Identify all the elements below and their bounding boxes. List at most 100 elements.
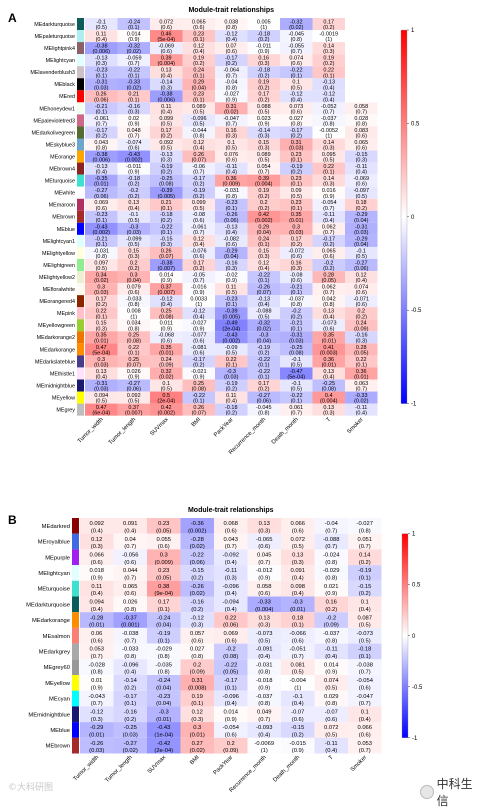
heatmap-cell bbox=[180, 643, 214, 660]
cell-correlation-label: -0.016 bbox=[191, 285, 207, 291]
module-color-swatch bbox=[72, 612, 79, 628]
heatmap-cell bbox=[345, 271, 378, 284]
heatmap-cell bbox=[247, 367, 280, 380]
heatmap-cell bbox=[147, 643, 181, 660]
cell-pvalue-label: (0.007) bbox=[125, 411, 143, 417]
module-label: MEdarkolivegreen bbox=[32, 130, 75, 136]
cell-pvalue-label: (0.08) bbox=[223, 654, 238, 660]
cell-correlation-label: 0.25 bbox=[161, 309, 172, 315]
module-color-swatch bbox=[77, 30, 84, 43]
heatmap-cell bbox=[147, 612, 181, 628]
cell-correlation-label: 0.37 bbox=[161, 285, 172, 291]
heatmap-cell bbox=[80, 659, 114, 675]
cell-pvalue-label: (0.4) bbox=[161, 302, 172, 308]
module-color-swatch bbox=[72, 627, 79, 644]
heatmap-cell bbox=[281, 643, 315, 660]
heatmap-cell bbox=[150, 319, 183, 332]
cell-correlation-label: -0.055 bbox=[288, 44, 304, 50]
heatmap-cell bbox=[215, 379, 248, 392]
module-label: MEdarkturquoise bbox=[26, 602, 70, 608]
heatmap-cell bbox=[247, 78, 280, 91]
trait-axis-label: Smoker bbox=[350, 755, 368, 773]
heatmap-cell bbox=[150, 271, 183, 284]
cell-correlation-label: 0.027 bbox=[289, 116, 303, 122]
cell-correlation-label: -0.004 bbox=[290, 678, 307, 684]
cell-pvalue-label: (0.003) bbox=[320, 350, 338, 356]
cell-pvalue-label: (0.04) bbox=[156, 685, 171, 691]
cell-correlation-label: -0.17 bbox=[224, 678, 237, 684]
module-label: MEyellow bbox=[52, 395, 75, 401]
cell-correlation-label: 0.23 bbox=[291, 152, 302, 158]
cell-pvalue-label: (0.6) bbox=[291, 278, 302, 284]
cell-pvalue-label: (0.3) bbox=[323, 411, 334, 417]
cell-correlation-label: -0.11 bbox=[355, 405, 367, 411]
module-label: MEdarkorange bbox=[40, 347, 75, 353]
cell-correlation-label: 0.28 bbox=[323, 272, 334, 278]
heatmap-cell bbox=[150, 343, 183, 356]
cell-pvalue-label: (0.8) bbox=[128, 326, 139, 332]
cell-correlation-label: -0.16 bbox=[225, 260, 238, 266]
heatmap-cell bbox=[117, 391, 150, 404]
heatmap-cell bbox=[215, 343, 248, 356]
cell-correlation-label: -0.15 bbox=[291, 725, 304, 731]
heatmap-cell bbox=[147, 518, 181, 534]
cell-pvalue-label: (2e-04) bbox=[157, 399, 175, 405]
cell-pvalue-label: (0.5) bbox=[96, 25, 107, 31]
cell-pvalue-label: (0.1) bbox=[161, 206, 172, 212]
cell-pvalue-label: (0.4) bbox=[356, 170, 367, 176]
cell-correlation-label: -0.22 bbox=[224, 662, 237, 668]
heatmap-cell bbox=[314, 533, 348, 550]
cell-pvalue-label: (0.1) bbox=[193, 73, 204, 79]
cell-correlation-label: -0.31 bbox=[95, 381, 108, 387]
cell-pvalue-label: (0.08) bbox=[289, 350, 304, 356]
cell-correlation-label: 0.18 bbox=[356, 200, 367, 206]
cell-pvalue-label: (0.3) bbox=[91, 544, 103, 550]
cell-pvalue-label: (2e-04) bbox=[222, 326, 240, 332]
cell-pvalue-label: (0.3) bbox=[226, 134, 237, 140]
cell-pvalue-label: (0.2) bbox=[128, 182, 139, 188]
cell-pvalue-label: (0.2) bbox=[258, 387, 269, 393]
heatmap-cell bbox=[180, 722, 214, 738]
cell-correlation-label: 0.2 bbox=[357, 309, 365, 315]
trait-axis-label: T bbox=[328, 754, 335, 761]
cell-pvalue-label: (1) bbox=[325, 37, 332, 43]
cell-pvalue-label: (0.2) bbox=[323, 266, 334, 272]
cell-correlation-label: 0.26 bbox=[193, 405, 204, 411]
cell-correlation-label: 0.2 bbox=[227, 741, 235, 747]
heatmap-cell bbox=[150, 174, 183, 187]
cell-correlation-label: -0.13 bbox=[160, 152, 173, 158]
heatmap-cell bbox=[348, 627, 382, 644]
cell-pvalue-label: (0.2) bbox=[124, 685, 136, 691]
cell-pvalue-label: (0.6) bbox=[356, 182, 367, 188]
cell-correlation-label: 0.021 bbox=[324, 584, 339, 590]
heatmap-cell bbox=[117, 307, 150, 320]
module-label: MEmidnightblue bbox=[36, 383, 75, 389]
cell-pvalue-label: (0.1) bbox=[128, 25, 139, 31]
cell-pvalue-label: (0.04) bbox=[127, 278, 142, 284]
cell-correlation-label: -0.32 bbox=[127, 44, 140, 50]
heatmap-cell bbox=[182, 403, 215, 416]
cell-pvalue-label: (0.9) bbox=[258, 49, 269, 55]
module-label: MEorangered4 bbox=[39, 299, 75, 305]
heatmap-cell bbox=[85, 295, 118, 308]
cell-pvalue-label: (0.6) bbox=[193, 218, 204, 224]
cell-correlation-label: -0.19 bbox=[225, 381, 238, 387]
legend-tick-label: 0 bbox=[411, 215, 415, 221]
cell-correlation-label: -0.17 bbox=[225, 56, 238, 62]
module-color-swatch bbox=[77, 174, 84, 187]
cell-pvalue-label: (0.2) bbox=[161, 218, 172, 224]
cell-correlation-label: 0.18 bbox=[292, 615, 303, 621]
module-color-swatch bbox=[77, 379, 84, 392]
module-label: MEmidnightblue bbox=[28, 712, 70, 718]
cell-correlation-label: -0.096 bbox=[191, 116, 207, 122]
module-label: MEmaroon bbox=[49, 203, 75, 209]
cell-correlation-label: 0.1 bbox=[292, 80, 300, 86]
cell-pvalue-label: (0.9) bbox=[161, 326, 172, 332]
cell-correlation-label: 0.39 bbox=[258, 176, 269, 182]
cell-correlation-label: 0.36 bbox=[356, 369, 367, 375]
cell-correlation-label: -0.22 bbox=[127, 68, 140, 74]
cell-pvalue-label: (0.04) bbox=[257, 230, 272, 236]
cell-pvalue-label: (0.4) bbox=[96, 375, 107, 381]
cell-correlation-label: 0.043 bbox=[94, 140, 108, 146]
panel-letter: A bbox=[8, 11, 17, 25]
